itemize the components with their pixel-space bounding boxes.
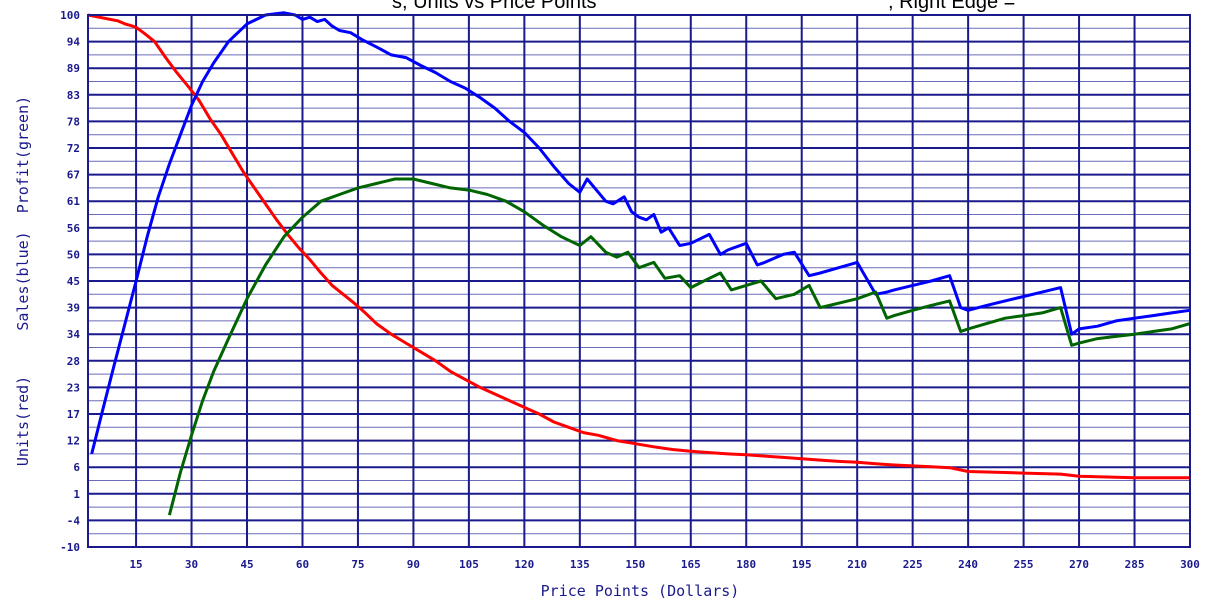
y-tick-label: 1 bbox=[73, 488, 80, 501]
y-tick-label: 50 bbox=[67, 248, 80, 261]
x-tick-label: 15 bbox=[129, 558, 142, 571]
x-tick-label: 45 bbox=[240, 558, 253, 571]
x-tick-label: 285 bbox=[1125, 558, 1145, 571]
y-tick-label: -4 bbox=[67, 514, 81, 527]
x-tick-label: 225 bbox=[903, 558, 923, 571]
y-tick-label: 67 bbox=[67, 169, 80, 182]
y-tick-label: 89 bbox=[67, 62, 80, 75]
x-tick-label: 75 bbox=[351, 558, 364, 571]
y-tick-label: 17 bbox=[67, 408, 80, 421]
plot-frame bbox=[87, 14, 1191, 548]
x-tick-label: 195 bbox=[792, 558, 812, 571]
x-tick-label: 105 bbox=[459, 558, 479, 571]
y-tick-label: 78 bbox=[67, 115, 80, 128]
x-tick-label: 150 bbox=[625, 558, 645, 571]
y-tick-label: 34 bbox=[67, 328, 81, 341]
x-tick-label: 180 bbox=[736, 558, 756, 571]
x-tick-label: 300 bbox=[1180, 558, 1200, 571]
x-tick-label: 210 bbox=[847, 558, 867, 571]
y-tick-label: 83 bbox=[67, 89, 80, 102]
x-tick-label: 90 bbox=[407, 558, 420, 571]
x-tick-label: 240 bbox=[958, 558, 978, 571]
x-tick-label: 30 bbox=[185, 558, 198, 571]
x-tick-label: 60 bbox=[296, 558, 309, 571]
x-axis-title: Price Points (Dollars) bbox=[541, 582, 740, 600]
y-tick-label: 61 bbox=[67, 195, 81, 208]
y-tick-label: 12 bbox=[67, 435, 80, 448]
tick-labels: -10 -4 1 6 12 17 23 28 34 39 45 50 56 61 67 72 78 83 89 94 1… bbox=[60, 9, 1200, 571]
gridlines bbox=[88, 14, 1191, 548]
series-line-profit-green bbox=[167, 177, 1191, 516]
y-tick-label: 23 bbox=[67, 381, 80, 394]
y-tick-label: 56 bbox=[67, 222, 81, 235]
x-tick-label: 165 bbox=[681, 558, 701, 571]
x-tick-label: 255 bbox=[1014, 558, 1034, 571]
y-tick-label: 94 bbox=[67, 36, 81, 49]
y-tick-label: 45 bbox=[67, 275, 80, 288]
series-line-units-red bbox=[87, 13, 1190, 480]
header-clip-right: , Right Edge = bbox=[888, 0, 1015, 13]
x-tick-label: 135 bbox=[570, 558, 590, 571]
x-tick-label: 270 bbox=[1069, 558, 1089, 571]
y-tick-label: 6 bbox=[73, 461, 80, 474]
y-tick-label: 39 bbox=[67, 302, 80, 315]
y-tick-label: -10 bbox=[60, 541, 80, 554]
y-tick-label: 28 bbox=[67, 355, 80, 368]
header-clip-left: s, Units vs Price Points bbox=[392, 0, 597, 13]
y-axis-title: Units(red) Sales(blue) Profit(green) bbox=[14, 96, 32, 466]
x-tick-label: 120 bbox=[514, 558, 534, 571]
y-tick-label: 100 bbox=[60, 9, 80, 22]
y-tick-label: 72 bbox=[67, 142, 80, 155]
